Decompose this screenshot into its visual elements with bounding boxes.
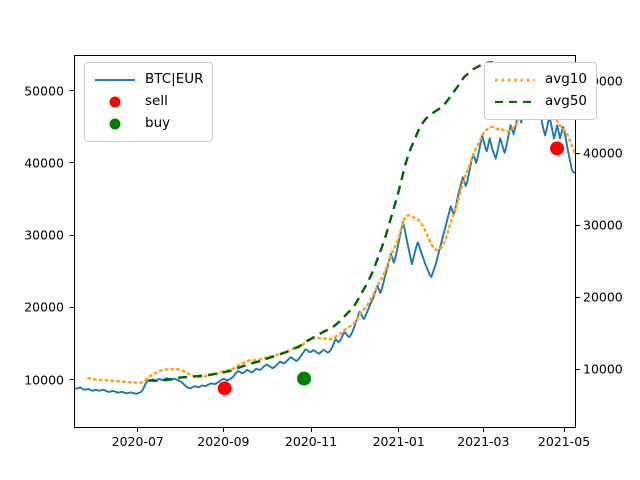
x-tick-label: 2020-07 — [111, 434, 164, 449]
x-tick-mark — [222, 428, 224, 432]
x-tick-label: 2020-09 — [197, 434, 250, 449]
x-tick-label: 2020-11 — [284, 434, 338, 449]
marker-sell — [550, 141, 565, 156]
y-tick-label-right: 30000 — [583, 217, 623, 233]
x-tick-label: 2021-03 — [457, 434, 510, 449]
y-tick-label-left: 50000 — [24, 83, 64, 99]
legend-entry-btc-eur: BTC|EUR — [93, 69, 203, 91]
marker-sell — [217, 381, 232, 396]
y-tick-mark-left — [70, 379, 74, 381]
legend-entry-avg10: avg10 — [493, 69, 587, 91]
x-tick-mark — [482, 428, 484, 432]
legend-key-dashed-icon — [493, 93, 537, 111]
x-tick-mark — [137, 428, 139, 432]
legend-left: BTC|EUR sell buy — [84, 62, 214, 142]
plot-axes — [74, 55, 576, 428]
legend-entry-sell: sell — [93, 91, 203, 113]
legend-key-buy-dot-icon — [93, 115, 137, 133]
legend-label-avg50: avg50 — [545, 93, 588, 110]
series-line-btc-eur — [75, 86, 575, 395]
y-tick-label-left: 40000 — [24, 155, 64, 171]
legend-entry-buy: buy — [93, 113, 203, 135]
legend-entry-avg50: avg50 — [493, 91, 587, 113]
legend-key-sell-dot-icon — [93, 93, 137, 111]
y-tick-label-right: 10000 — [583, 361, 623, 377]
x-tick-mark — [563, 428, 565, 432]
x-tick-mark — [310, 428, 312, 432]
legend-key-dotted-icon — [493, 71, 537, 89]
y-tick-mark-left — [70, 90, 74, 92]
y-tick-mark-right — [576, 224, 580, 226]
legend-key-line-icon — [93, 71, 137, 89]
y-tick-label-left: 20000 — [24, 299, 64, 315]
y-tick-label-left: 30000 — [24, 227, 64, 243]
x-tick-label: 2021-01 — [372, 434, 425, 449]
y-tick-mark-right — [576, 152, 580, 154]
y-tick-mark-left — [70, 306, 74, 308]
series-line-avg10 — [87, 86, 575, 385]
marker-buy — [297, 371, 312, 386]
y-tick-label-left: 10000 — [24, 372, 64, 388]
y-tick-label-right: 20000 — [583, 289, 623, 305]
legend-label-sell: sell — [145, 93, 168, 110]
legend-right: avg10 avg50 — [484, 62, 598, 120]
y-tick-mark-left — [70, 234, 74, 236]
y-tick-mark-left — [70, 162, 74, 164]
legend-label-btc-eur: BTC|EUR — [145, 71, 204, 88]
y-tick-mark-right — [576, 368, 580, 370]
x-tick-label: 2021-05 — [537, 434, 591, 449]
legend-label-buy: buy — [145, 115, 171, 132]
plot-svg — [75, 60, 575, 396]
y-tick-label-right: 40000 — [583, 145, 623, 161]
legend-label-avg10: avg10 — [545, 71, 588, 88]
y-tick-mark-right — [576, 296, 580, 298]
x-tick-mark — [398, 428, 400, 432]
series-line-avg50 — [148, 60, 493, 382]
